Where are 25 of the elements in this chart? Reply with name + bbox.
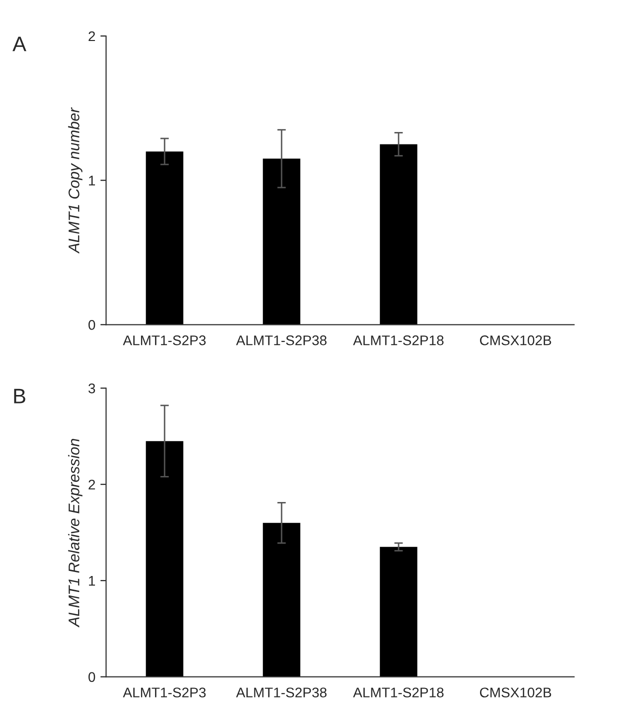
bar (146, 151, 184, 325)
bar (146, 441, 184, 677)
y-tick-label: 0 (88, 320, 96, 330)
y-axis-title: ALMT1 Relative Expression (68, 438, 82, 628)
bar (380, 144, 418, 325)
y-tick-label: 1 (89, 176, 95, 186)
x-tick-label: ALMT1-S2P38 (236, 688, 327, 698)
x-tick-label: ALMT1-S2P3 (122, 688, 206, 698)
x-tick-label: CMSX102B (480, 335, 552, 346)
y-tick-label: 0 (88, 672, 96, 682)
bar (262, 522, 300, 677)
y-tick-label: 3 (88, 383, 96, 394)
text: A (12, 36, 26, 52)
y-tick-label: 1 (89, 576, 95, 586)
y-axis-title: ALMT1 Copy number (68, 107, 82, 254)
bar (262, 158, 300, 325)
x-tick-label: ALMT1-S2P18 (353, 335, 444, 346)
x-tick-label: ALMT1-S2P38 (236, 335, 327, 346)
text: B (14, 388, 26, 404)
y-tick-label: 2 (88, 480, 95, 490)
x-tick-label: ALMT1-S2P3 (122, 335, 206, 346)
x-tick-label: ALMT1-S2P18 (353, 688, 444, 698)
y-tick-label: 2 (88, 31, 95, 42)
bar (380, 546, 418, 677)
x-tick-label: CMSX102B (480, 688, 552, 698)
